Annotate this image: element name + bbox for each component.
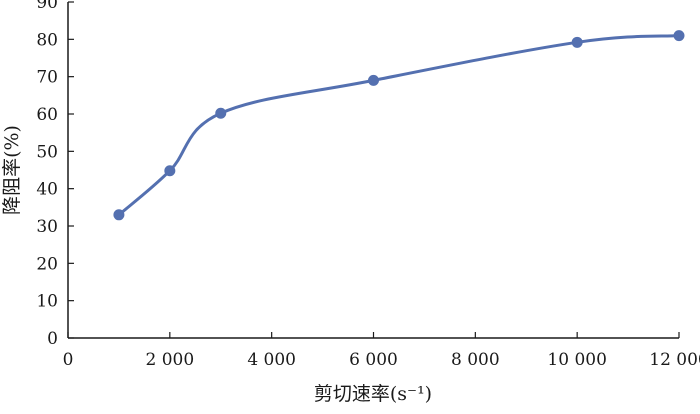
y-tick-label: 60 — [36, 105, 58, 125]
data-point — [368, 74, 379, 86]
data-point — [113, 209, 125, 221]
y-tick-label: 40 — [36, 180, 58, 200]
plot-area: 0 2 000 4 000 6 000 8 000 10 000 12 000 0 10 20 3… — [36, 0, 700, 370]
x-tick-label: 8 000 — [451, 350, 500, 370]
x-tick-label: 12 000 — [649, 350, 700, 370]
x-tick-label: 2 000 — [145, 350, 194, 370]
y-axis-ticks: 0 10 20 30 40 50 60 70 80 90 — [36, 0, 74, 349]
y-tick-label: 20 — [36, 254, 58, 274]
data-point — [571, 36, 583, 48]
x-tick-label: 6 000 — [349, 350, 398, 370]
x-tick-label: 4 000 — [247, 350, 296, 370]
y-tick-label: 90 — [36, 0, 58, 13]
y-tick-label: 50 — [36, 142, 58, 162]
y-tick-label: 30 — [36, 217, 58, 237]
x-tick-label: 10 000 — [547, 350, 606, 370]
series-layer — [113, 30, 685, 221]
y-tick-label: 0 — [47, 329, 58, 349]
y-tick-label: 70 — [36, 68, 58, 88]
x-axis-ticks: 0 2 000 4 000 6 000 8 000 10 000 12 000 — [63, 332, 700, 370]
y-tick-label: 80 — [36, 30, 58, 50]
x-axis-title: 剪切速率(s⁻¹) — [314, 383, 432, 405]
data-point — [673, 30, 685, 42]
data-point — [215, 107, 227, 119]
series-line — [117, 34, 681, 217]
x-tick-label: 0 — [63, 350, 74, 370]
y-axis-title: 降阻率(%) — [1, 125, 23, 215]
data-point — [164, 165, 176, 177]
y-tick-label: 10 — [36, 292, 58, 312]
